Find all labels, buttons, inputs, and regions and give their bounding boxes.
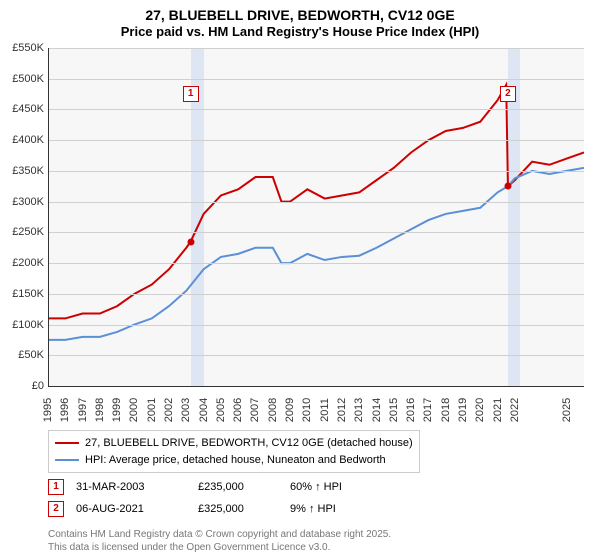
x-tick-label: 2021 [492,398,504,422]
sales-row-date: 31-MAR-2003 [76,481,186,493]
y-tick-label: £300K [0,196,44,208]
y-tick-label: £500K [0,73,44,85]
legend-swatch [55,459,79,461]
x-tick-label: 2013 [353,398,365,422]
chart-title-line1: 27, BLUEBELL DRIVE, BEDWORTH, CV12 0GE [0,0,600,24]
x-tick-label: 2003 [180,398,192,422]
footer-line2: This data is licensed under the Open Gov… [48,541,391,554]
x-tick-label: 2018 [440,398,452,422]
chart-container: 27, BLUEBELL DRIVE, BEDWORTH, CV12 0GE P… [0,0,600,560]
x-tick-label: 2025 [561,398,573,422]
sales-row-pct: 9% ↑ HPI [290,503,380,515]
x-tick-label: 2017 [422,398,434,422]
x-tick-label: 2008 [267,398,279,422]
x-tick-label: 1996 [59,398,71,422]
x-tick-label: 2020 [474,398,486,422]
x-tick-label: 2006 [232,398,244,422]
sale-marker-2: 2 [500,86,516,102]
sales-row-price: £325,000 [198,503,278,515]
footer-line1: Contains HM Land Registry data © Crown c… [48,528,391,541]
legend-item: 27, BLUEBELL DRIVE, BEDWORTH, CV12 0GE (… [55,435,413,452]
y-tick-label: £0 [0,380,44,392]
x-tick-label: 1995 [42,398,54,422]
sale-dot-2 [504,183,511,190]
x-tick-label: 2000 [128,398,140,422]
x-tick-label: 2015 [388,398,400,422]
y-tick-label: £50K [0,349,44,361]
sales-row-marker: 1 [48,479,64,495]
sales-table: 1 31-MAR-2003 £235,000 60% ↑ HPI 2 06-AUG-202… [48,476,380,520]
legend-box: 27, BLUEBELL DRIVE, BEDWORTH, CV12 0GE (… [48,430,420,473]
x-tick-label: 2011 [319,398,331,422]
x-tick-label: 2005 [215,398,227,422]
legend-item: HPI: Average price, detached house, Nune… [55,452,413,469]
x-tick-label: 2014 [371,398,383,422]
y-tick-label: £250K [0,226,44,238]
x-tick-label: 2002 [163,398,175,422]
x-tick-label: 2012 [336,398,348,422]
sale-marker-1: 1 [183,86,199,102]
sale-dot-1 [187,238,194,245]
sales-row-pct: 60% ↑ HPI [290,481,380,493]
y-tick-label: £100K [0,319,44,331]
x-tick-label: 2007 [249,398,261,422]
legend: 27, BLUEBELL DRIVE, BEDWORTH, CV12 0GE (… [48,430,584,473]
sales-row-price: £235,000 [198,481,278,493]
x-tick-label: 2022 [509,398,521,422]
sales-row-date: 06-AUG-2021 [76,503,186,515]
sales-row: 2 06-AUG-2021 £325,000 9% ↑ HPI [48,498,380,520]
footer-attribution: Contains HM Land Registry data © Crown c… [48,528,391,554]
sales-row: 1 31-MAR-2003 £235,000 60% ↑ HPI [48,476,380,498]
x-tick-label: 2019 [457,398,469,422]
y-tick-label: £400K [0,134,44,146]
y-tick-label: £350K [0,165,44,177]
legend-label: 27, BLUEBELL DRIVE, BEDWORTH, CV12 0GE (… [85,435,413,452]
y-tick-label: £550K [0,42,44,54]
legend-label: HPI: Average price, detached house, Nune… [85,452,386,469]
x-tick-label: 2010 [301,398,313,422]
x-tick-label: 2016 [405,398,417,422]
x-tick-label: 1997 [77,398,89,422]
sales-row-marker: 2 [48,501,64,517]
x-tick-label: 1999 [111,398,123,422]
x-tick-label: 2001 [146,398,158,422]
legend-swatch [55,442,79,444]
x-tick-label: 2009 [284,398,296,422]
plot-area: £0£50K£100K£150K£200K£250K£300K£350K£400… [48,48,584,386]
y-tick-label: £200K [0,257,44,269]
x-tick-label: 1998 [94,398,106,422]
chart-title-line2: Price paid vs. HM Land Registry's House … [0,24,600,41]
x-tick-label: 2004 [198,398,210,422]
y-tick-label: £450K [0,103,44,115]
y-tick-label: £150K [0,288,44,300]
